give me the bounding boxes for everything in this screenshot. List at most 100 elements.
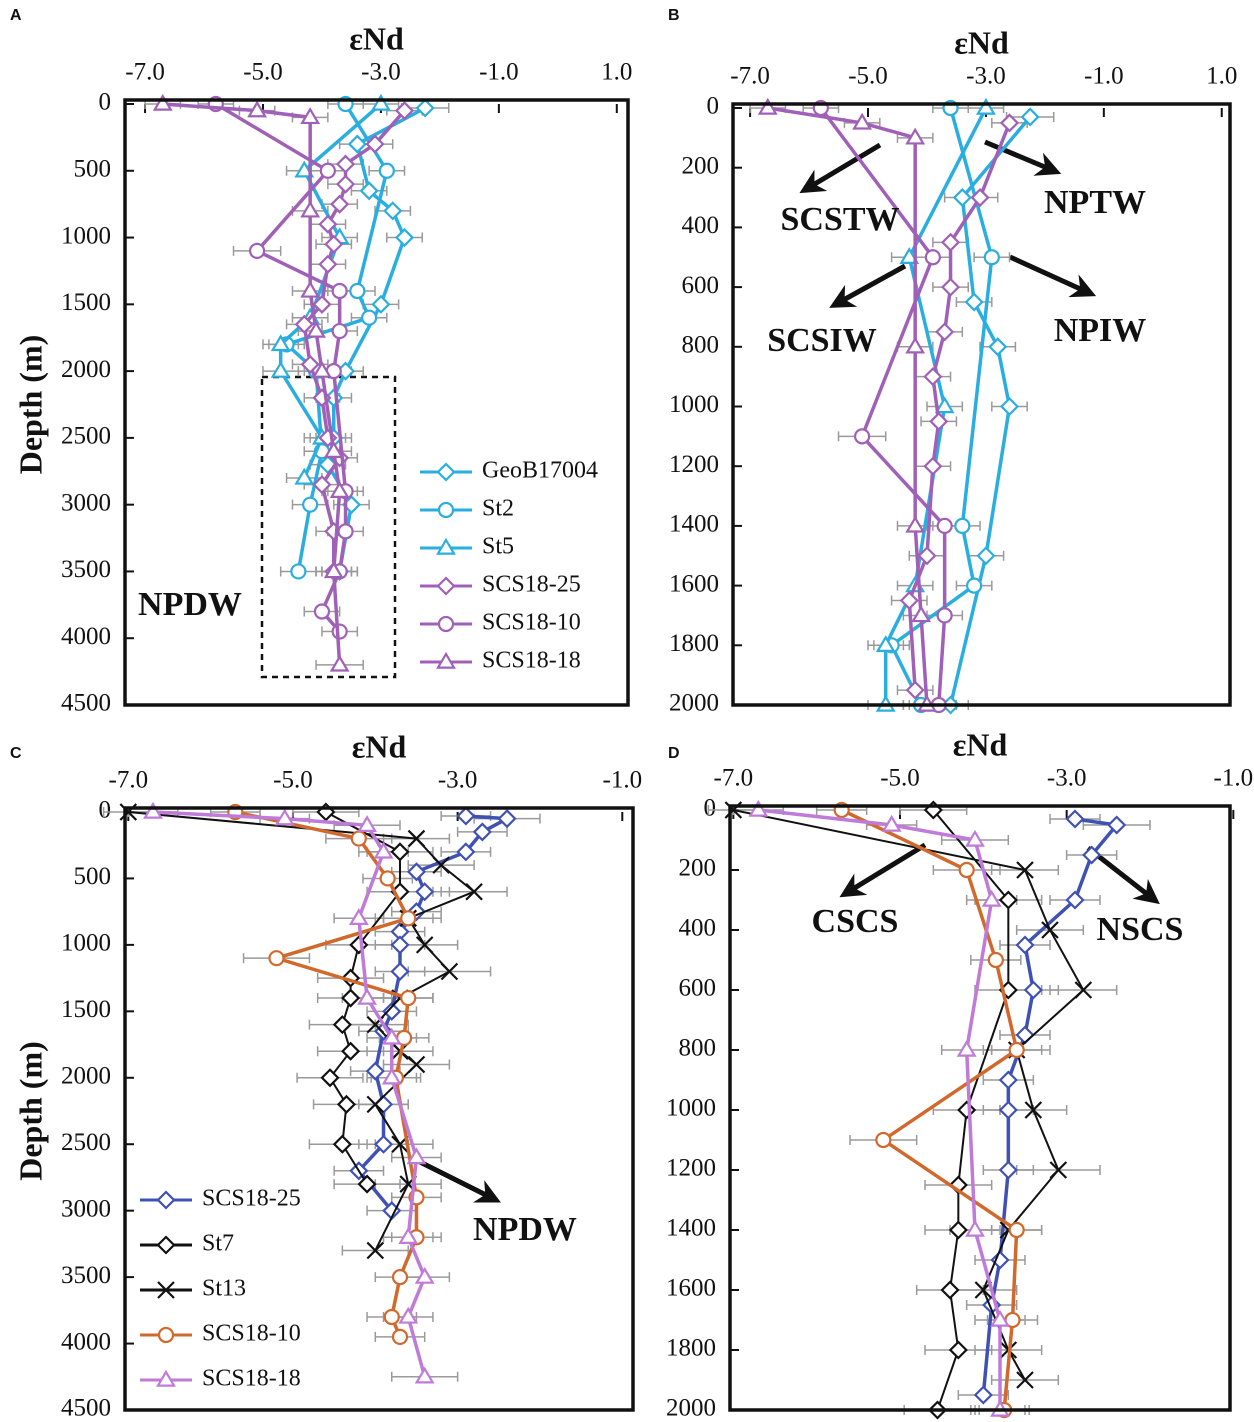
plot-frame [123, 806, 635, 1412]
marker [975, 97, 996, 115]
marker [394, 227, 415, 248]
marker [365, 1061, 385, 1081]
y-tick-label: 2500 [61, 423, 111, 450]
marker [999, 113, 1020, 133]
marker [414, 1266, 435, 1284]
marker [398, 1227, 419, 1244]
marker [348, 908, 369, 926]
x-tick-label: -3.0 [361, 59, 401, 86]
chart-title: εNd [953, 726, 1008, 762]
annotation: SCSTW [780, 201, 899, 238]
y-tick-label: 1200 [669, 451, 719, 478]
marker [983, 249, 1000, 266]
y-tick-label: 2000 [666, 1395, 716, 1422]
marker [905, 336, 926, 354]
y-tick-label: 200 [682, 152, 720, 179]
marker [247, 100, 268, 118]
marker [440, 962, 459, 981]
x-tick-label: -5.0 [243, 59, 283, 86]
marker [436, 462, 456, 482]
marker [1016, 861, 1034, 879]
marker [406, 1147, 427, 1165]
marker [899, 590, 919, 611]
marker [391, 1328, 409, 1346]
marker [382, 1001, 402, 1021]
x-tick-label: -5.0 [273, 767, 313, 794]
legend-label: St13 [202, 1276, 246, 1302]
marker [318, 254, 338, 274]
series-line [152, 810, 427, 1378]
marker [294, 160, 315, 178]
marker [366, 1095, 385, 1114]
y-tick-label: 2000 [61, 356, 111, 383]
marker [987, 951, 1004, 969]
marker [456, 806, 476, 826]
annotation: SCSIW [767, 322, 877, 359]
marker [852, 112, 873, 130]
x-tick-label: -3.0 [438, 767, 478, 794]
marker [378, 162, 395, 179]
marker [335, 174, 356, 194]
marker [1049, 1161, 1068, 1179]
marker [381, 1067, 402, 1085]
arrow [984, 139, 1062, 176]
y-tick-label: 1200 [666, 1155, 716, 1182]
marker [332, 1134, 352, 1154]
marker [936, 517, 953, 535]
marker [905, 127, 926, 145]
marker [976, 546, 996, 566]
legend-label: St7 [202, 1231, 234, 1257]
marker [324, 234, 344, 254]
marker [1041, 921, 1059, 939]
marker [248, 242, 266, 260]
marker [290, 563, 307, 580]
marker [331, 322, 348, 340]
marker [1074, 981, 1093, 999]
marker [300, 200, 321, 218]
marker [371, 294, 391, 314]
legend-label: SCS18-18 [482, 648, 581, 674]
y-tick-label: 1000 [666, 1095, 716, 1122]
y-tick-label: 0 [99, 89, 112, 116]
series-line [733, 809, 1085, 1381]
y-tick-label: 0 [707, 93, 720, 120]
marker [383, 201, 403, 221]
y-tick-label: 0 [704, 795, 717, 822]
marker [336, 1094, 357, 1114]
y-tick-label: 4500 [61, 1395, 111, 1422]
marker [390, 842, 410, 862]
chart-title: εNd [352, 728, 407, 764]
marker [152, 93, 173, 111]
marker [948, 1220, 968, 1240]
y-tick-label: 200 [679, 855, 717, 882]
marker [875, 635, 896, 653]
marker [1065, 809, 1085, 829]
marker [472, 822, 492, 842]
marker [437, 615, 455, 633]
marker [1082, 845, 1102, 865]
marker [415, 936, 434, 954]
marker [875, 1131, 892, 1149]
marker [954, 517, 971, 535]
marker [357, 987, 377, 1005]
marker [957, 1100, 977, 1120]
marker [300, 107, 321, 125]
legend-label: SCS18-10 [482, 610, 581, 636]
marker [958, 861, 975, 879]
arrow [829, 263, 907, 308]
y-tick-label: 500 [74, 863, 112, 890]
marker [143, 801, 163, 819]
marker [923, 456, 943, 476]
marker [981, 889, 1002, 907]
marker [400, 989, 417, 1007]
marker [274, 808, 295, 826]
y-tick-label: 1800 [669, 630, 719, 657]
annotation: CSCS [812, 903, 899, 940]
marker [415, 882, 435, 902]
marker [940, 1280, 960, 1300]
marker [349, 282, 366, 300]
y-tick-label: 1500 [61, 996, 111, 1023]
legend-label: St5 [482, 534, 514, 560]
marker [156, 1369, 176, 1387]
marker [952, 187, 972, 208]
